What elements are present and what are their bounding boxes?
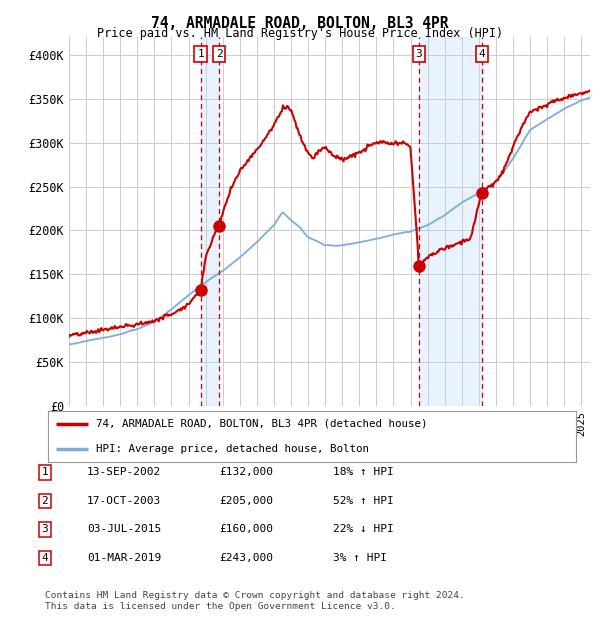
Text: Price paid vs. HM Land Registry's House Price Index (HPI): Price paid vs. HM Land Registry's House … xyxy=(97,27,503,40)
Bar xyxy=(200,37,219,406)
Text: 2: 2 xyxy=(216,49,223,59)
Bar xyxy=(419,37,482,406)
Text: 1: 1 xyxy=(197,49,204,59)
Text: 4: 4 xyxy=(41,553,49,563)
Text: £205,000: £205,000 xyxy=(219,496,273,506)
Text: 52% ↑ HPI: 52% ↑ HPI xyxy=(333,496,394,506)
Text: This data is licensed under the Open Government Licence v3.0.: This data is licensed under the Open Gov… xyxy=(45,602,396,611)
Text: 01-MAR-2019: 01-MAR-2019 xyxy=(87,553,161,563)
Text: £243,000: £243,000 xyxy=(219,553,273,563)
Text: 17-OCT-2003: 17-OCT-2003 xyxy=(87,496,161,506)
Text: 2: 2 xyxy=(41,496,49,506)
Text: 3: 3 xyxy=(416,49,422,59)
Text: 18% ↑ HPI: 18% ↑ HPI xyxy=(333,467,394,477)
Text: £160,000: £160,000 xyxy=(219,525,273,534)
Text: £132,000: £132,000 xyxy=(219,467,273,477)
Text: 13-SEP-2002: 13-SEP-2002 xyxy=(87,467,161,477)
Text: HPI: Average price, detached house, Bolton: HPI: Average price, detached house, Bolt… xyxy=(95,444,368,454)
Text: 3: 3 xyxy=(41,525,49,534)
Text: 74, ARMADALE ROAD, BOLTON, BL3 4PR: 74, ARMADALE ROAD, BOLTON, BL3 4PR xyxy=(151,16,449,31)
Text: 1: 1 xyxy=(41,467,49,477)
Text: 3% ↑ HPI: 3% ↑ HPI xyxy=(333,553,387,563)
Text: 74, ARMADALE ROAD, BOLTON, BL3 4PR (detached house): 74, ARMADALE ROAD, BOLTON, BL3 4PR (deta… xyxy=(95,418,427,429)
Text: 22% ↓ HPI: 22% ↓ HPI xyxy=(333,525,394,534)
Text: Contains HM Land Registry data © Crown copyright and database right 2024.: Contains HM Land Registry data © Crown c… xyxy=(45,591,465,600)
Text: 03-JUL-2015: 03-JUL-2015 xyxy=(87,525,161,534)
Text: 4: 4 xyxy=(478,49,485,59)
